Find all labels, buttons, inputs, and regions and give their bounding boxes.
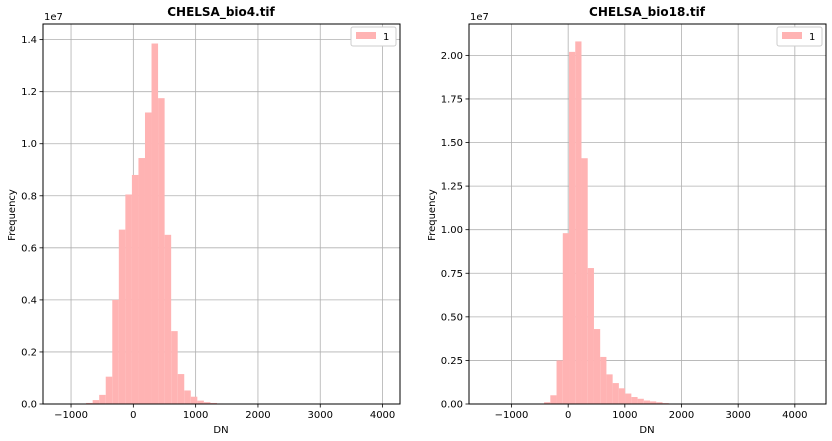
histogram-bar xyxy=(575,41,582,405)
histogram-bar xyxy=(158,98,165,404)
y-tick-label: 1.4 xyxy=(21,35,37,46)
histogram-bar xyxy=(190,396,198,404)
histogram-bar xyxy=(569,51,576,405)
histogram-bar xyxy=(643,400,651,404)
histogram-bar xyxy=(556,360,563,404)
histogram-bar xyxy=(587,268,594,404)
histogram-bar xyxy=(177,374,185,404)
legend-swatch xyxy=(356,32,376,39)
x-tick-label: 4000 xyxy=(782,410,807,421)
legend: 1 xyxy=(350,26,397,47)
y-tick-label: 0.25 xyxy=(441,356,463,367)
histogram-bar xyxy=(184,390,191,404)
histogram-bar xyxy=(650,401,657,404)
legend-label: 1 xyxy=(809,32,815,43)
histogram-bar xyxy=(203,402,211,404)
y-tick-label: 0.50 xyxy=(441,312,463,323)
x-tick-label: 2000 xyxy=(245,410,270,421)
histogram-panel-bio18: CHELSA_bio18.tif 1e7 DN Frequency −1000 0… xyxy=(427,5,827,436)
y-tick-label: 0.8 xyxy=(21,191,37,202)
x-tick-label: 4000 xyxy=(370,410,395,421)
y-axis-label: Frequency xyxy=(427,189,438,241)
x-tick-label: 3000 xyxy=(308,410,333,421)
y-tick-label: 0.0 xyxy=(21,400,37,411)
histogram-bar xyxy=(618,388,626,404)
histogram-bar xyxy=(581,158,588,404)
y-tick-label: 1.25 xyxy=(441,182,463,193)
y-tick-label: 1.75 xyxy=(441,94,463,105)
histogram-bar xyxy=(92,400,100,404)
y-tick-label: 0.2 xyxy=(21,347,37,358)
y-tick-label: 1.0 xyxy=(21,139,37,150)
histogram-bar xyxy=(606,374,613,404)
histogram-bar xyxy=(131,174,139,404)
histogram-bar xyxy=(86,402,93,404)
histogram-bar xyxy=(144,112,152,404)
histogram-bar xyxy=(197,400,204,404)
y-tick-label: 0.6 xyxy=(21,243,37,254)
histogram-bar xyxy=(151,43,159,405)
x-axis-label: DN xyxy=(213,425,228,436)
histogram-bar xyxy=(656,402,663,404)
y-tick-label: 1.2 xyxy=(21,87,37,98)
histogram-panel-bio4: CHELSA_bio4.tif 1e7 DN Frequency −1000 0 1… xyxy=(7,5,401,436)
histogram-bar xyxy=(631,397,638,404)
legend-swatch xyxy=(782,32,802,39)
y-tick-label: 0.00 xyxy=(441,400,463,411)
histogram-bar xyxy=(550,395,557,404)
histogram-bar xyxy=(105,376,113,404)
histogram-bar xyxy=(562,233,570,404)
x-tick-label: 0 xyxy=(565,410,571,421)
x-axis-label: DN xyxy=(639,425,654,436)
histogram-bar xyxy=(118,229,126,404)
histogram-bar xyxy=(171,331,178,404)
y-tick-label: 0.75 xyxy=(441,269,463,280)
y-tick-label: 2.00 xyxy=(441,51,463,62)
histogram-bar xyxy=(125,194,132,404)
histogram-bar xyxy=(612,383,619,404)
histogram-bar xyxy=(544,402,551,404)
histogram-bar xyxy=(625,393,632,404)
histogram-bar xyxy=(637,398,644,404)
x-tick-label: −1000 xyxy=(54,410,88,421)
x-tick-label: 1000 xyxy=(183,410,208,421)
y-offset-label: 1e7 xyxy=(44,12,63,23)
histogram-bar xyxy=(593,329,601,404)
y-tick-label: 1.50 xyxy=(441,138,463,149)
histogram-bar xyxy=(600,356,607,404)
legend: 1 xyxy=(776,26,823,47)
y-tick-label: 1.00 xyxy=(441,225,463,236)
plot-frame xyxy=(468,23,827,405)
histogram-bar xyxy=(138,158,145,404)
plot-frame xyxy=(42,23,401,405)
chart-title: CHELSA_bio18.tif xyxy=(589,5,706,20)
y-tick-label: 0.4 xyxy=(21,295,37,306)
histogram-bar xyxy=(112,299,119,404)
histogram-bar xyxy=(210,402,217,404)
legend-label: 1 xyxy=(383,32,389,43)
x-tick-label: 0 xyxy=(130,410,136,421)
x-tick-label: −1000 xyxy=(495,410,529,421)
x-tick-label: 2000 xyxy=(669,410,694,421)
chart-title: CHELSA_bio4.tif xyxy=(167,5,275,20)
histogram-bar xyxy=(99,394,106,404)
y-offset-label: 1e7 xyxy=(470,12,489,23)
y-axis-label: Frequency xyxy=(7,189,18,241)
x-tick-label: 3000 xyxy=(725,410,750,421)
histogram-bar xyxy=(164,234,172,404)
x-tick-label: 1000 xyxy=(612,410,637,421)
